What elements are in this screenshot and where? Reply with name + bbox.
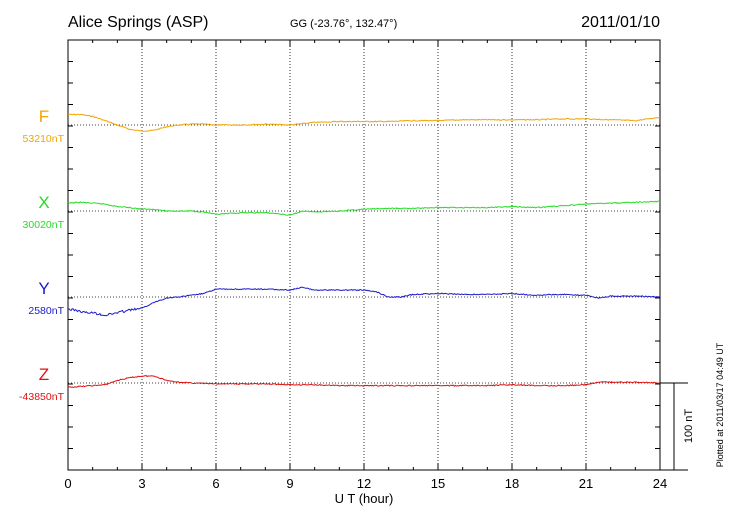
x-tick-label: 0 (64, 476, 71, 491)
series-line-f (68, 113, 661, 132)
scale-bar: 100 nT (660, 382, 695, 471)
series-baseline-f: 53210nT (23, 133, 65, 145)
series-name-f: F (39, 107, 49, 126)
series-lines (67, 113, 661, 389)
x-tick-label: 15 (431, 476, 445, 491)
plot-date: 2011/01/10 (581, 14, 660, 31)
x-tick-label: 18 (505, 476, 519, 491)
tick-marks (67, 40, 661, 470)
series-name-x: X (38, 193, 49, 212)
plotted-at-note: Plotted at 2011/03/17 04:49 UT (715, 342, 725, 467)
series-labels: F 53210nT X 30020nT Y 2580nT Z -43850nT (19, 107, 65, 403)
station-title: Alice Springs (ASP) (68, 14, 209, 31)
x-axis-label: U T (hour) (335, 491, 394, 506)
series-baseline-x: 30020nT (23, 219, 65, 231)
x-tick-label: 9 (286, 476, 293, 491)
series-line-x (67, 200, 661, 216)
x-tick-label: 21 (579, 476, 593, 491)
series-name-y: Y (38, 279, 49, 298)
series-baseline-y: 2580nT (28, 305, 64, 317)
x-tick-label: 6 (212, 476, 219, 491)
series-line-z (68, 375, 661, 389)
x-tick-label: 3 (138, 476, 145, 491)
station-coords: GG (-23.76°, 132.47°) (290, 18, 397, 30)
scale-bar-label: 100 nT (683, 409, 695, 444)
x-tick-labels: 0 3 6 9 12 15 18 21 24 (64, 476, 667, 491)
series-baseline-z: -43850nT (19, 391, 65, 403)
x-tick-label: 12 (357, 476, 371, 491)
series-line-y (67, 286, 661, 317)
x-tick-label: 24 (653, 476, 667, 491)
grid-lines (68, 40, 660, 470)
plot-frame (67, 39, 661, 471)
series-name-z: Z (39, 365, 49, 384)
